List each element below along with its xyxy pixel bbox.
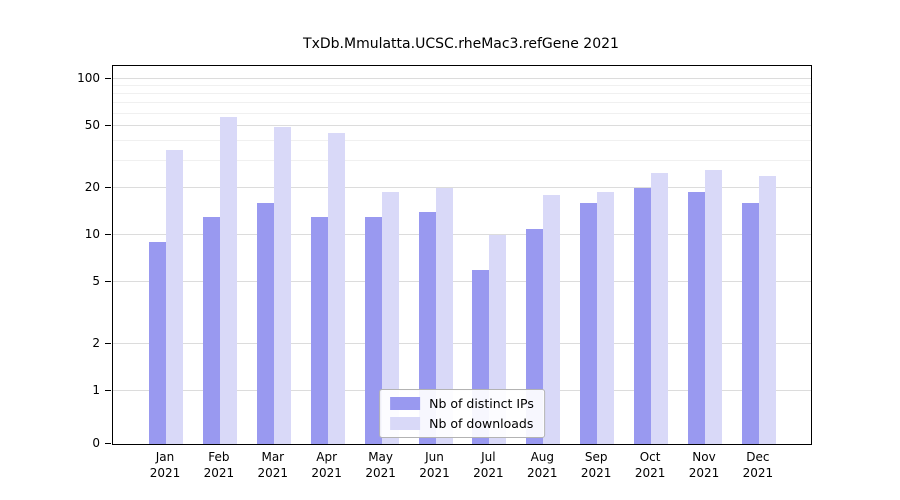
y-label-1: 1 — [92, 383, 100, 397]
gridline-50 — [113, 124, 811, 126]
x-label-jan: Jan 2021 — [135, 449, 195, 481]
bar-downloads-may — [381, 191, 399, 444]
x-label-year: 2021 — [311, 466, 342, 480]
bar-downloads-apr — [327, 133, 345, 444]
bar-distinct-ips-dec — [741, 203, 759, 444]
minor-gridline-80 — [113, 93, 811, 95]
y-label-0: 0 — [92, 436, 100, 450]
x-label-year: 2021 — [419, 466, 450, 480]
y-tick-10 — [105, 234, 111, 235]
y-tick-5 — [105, 280, 111, 282]
bar-downloads-dec — [758, 175, 776, 444]
chart-title: TxDb.Mmulatta.UCSC.rheMac3.refGene 2021 — [303, 36, 619, 52]
bar-distinct-ips-feb — [202, 217, 220, 444]
x-label-month: Sep — [584, 450, 608, 464]
x-label-sep: Sep 2021 — [566, 449, 626, 481]
y-tick-100 — [105, 78, 111, 79]
x-label-year: 2021 — [527, 466, 558, 480]
legend-item-distinct-ips: Nb of distinct IPs — [390, 396, 534, 411]
x-label-year: 2021 — [203, 466, 235, 480]
x-label-month: Apr — [316, 450, 338, 464]
x-label-month: Oct — [639, 450, 661, 464]
x-label-year: 2021 — [365, 466, 396, 480]
legend-label-downloads: Nb of downloads — [429, 416, 534, 431]
x-label-nov: Nov 2021 — [674, 449, 734, 481]
x-label-year: 2021 — [688, 466, 720, 480]
y-tick-2 — [105, 343, 111, 345]
x-label-jul: Jul 2021 — [458, 449, 518, 481]
x-label-year: 2021 — [257, 466, 289, 480]
bar-downloads-jun — [435, 188, 453, 444]
x-label-year: 2021 — [473, 466, 504, 480]
y-label-5: 5 — [92, 273, 100, 288]
bar-downloads-oct — [651, 172, 669, 444]
y-label-100: 100 — [77, 71, 100, 85]
bar-distinct-ips-sep — [580, 203, 598, 444]
bar-downloads-feb — [219, 117, 237, 444]
bar-distinct-ips-may — [364, 217, 382, 444]
x-label-feb: Feb 2021 — [189, 449, 249, 481]
legend-item-downloads: Nb of downloads — [390, 416, 534, 431]
x-label-oct: Oct 2021 — [620, 449, 680, 481]
x-label-apr: Apr 2021 — [297, 449, 357, 481]
minor-gridline-30 — [113, 159, 811, 161]
x-label-month: May — [368, 450, 393, 464]
x-label-year: 2021 — [742, 466, 774, 480]
plot-area: Nb of distinct IPs Nb of downloads — [112, 65, 812, 445]
legend-swatch-downloads — [390, 417, 421, 430]
bar-distinct-ips-jan — [149, 242, 166, 444]
bar-downloads-jan — [166, 150, 183, 444]
x-label-month: Jan — [155, 450, 175, 464]
y-tick-1 — [105, 390, 111, 391]
x-label-mar: Mar 2021 — [243, 449, 303, 481]
x-label-month: Jun — [425, 450, 444, 464]
x-label-month: Dec — [746, 450, 770, 464]
x-label-month: Aug — [530, 450, 555, 464]
gridline-5 — [113, 280, 811, 282]
bar-distinct-ips-apr — [310, 217, 328, 444]
gridline-20 — [113, 187, 811, 189]
x-label-month: Mar — [261, 450, 285, 464]
bar-downloads-sep — [597, 191, 615, 444]
x-label-month: Nov — [692, 450, 716, 464]
y-tick-50 — [105, 124, 111, 126]
y-tick-20 — [105, 187, 111, 189]
legend-swatch-distinct-ips — [390, 397, 421, 410]
x-label-month: Feb — [208, 450, 230, 464]
gridline-100 — [113, 78, 811, 79]
minor-gridline-40 — [113, 140, 811, 142]
x-label-year: 2021 — [580, 466, 612, 480]
bar-downloads-mar — [273, 127, 291, 444]
y-label-2: 2 — [92, 336, 100, 351]
minor-gridline-70 — [113, 102, 811, 104]
gridline-2 — [113, 343, 811, 345]
minor-gridline-60 — [113, 112, 811, 114]
x-label-jun: Jun 2021 — [405, 449, 465, 481]
x-label-year: 2021 — [634, 466, 666, 480]
legend: Nb of distinct IPs Nb of downloads — [379, 389, 545, 438]
gridline-10 — [113, 234, 811, 235]
x-label-aug: Aug 2021 — [512, 449, 572, 481]
bar-distinct-ips-nov — [688, 191, 705, 444]
x-label-year: 2021 — [149, 466, 181, 480]
x-label-month: Jul — [481, 450, 496, 464]
bar-distinct-ips-oct — [634, 188, 652, 444]
x-label-may: May 2021 — [351, 449, 411, 481]
minor-gridline-90 — [113, 85, 811, 87]
x-label-dec: Dec 2021 — [728, 449, 788, 481]
bar-downloads-nov — [705, 170, 722, 444]
y-tick-0 — [105, 443, 111, 444]
y-label-50: 50 — [84, 117, 100, 132]
bar-distinct-ips-mar — [256, 203, 274, 444]
bar-distinct-ips-jun — [418, 212, 436, 444]
y-label-10: 10 — [84, 227, 100, 241]
bar-downloads-aug — [543, 195, 561, 444]
y-label-20: 20 — [84, 180, 100, 195]
legend-label-distinct-ips: Nb of distinct IPs — [429, 396, 534, 411]
